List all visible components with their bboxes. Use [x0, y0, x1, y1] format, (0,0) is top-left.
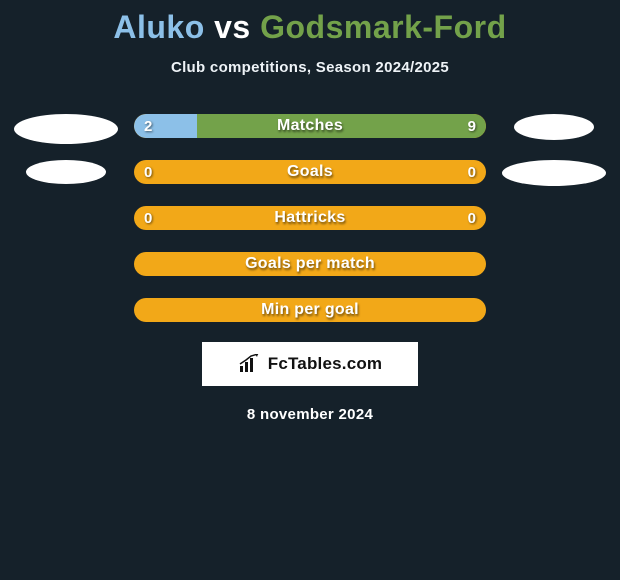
avatar-left [6, 206, 126, 230]
stat-row: Goals per match [6, 252, 614, 276]
date-label: 8 november 2024 [6, 406, 614, 423]
subtitle: Club competitions, Season 2024/2025 [6, 59, 614, 76]
stat-label: Hattricks [134, 206, 486, 230]
vs-label: vs [214, 9, 251, 45]
stat-bar: 00Goals [134, 160, 486, 184]
stat-bar: Min per goal [134, 298, 486, 322]
stat-row: Min per goal [6, 298, 614, 322]
avatar-right [494, 298, 614, 322]
avatar-right [494, 114, 614, 138]
brand-box[interactable]: FcTables.com [202, 342, 418, 386]
avatar-left [6, 160, 126, 184]
stat-label: Matches [134, 114, 486, 138]
player2-name: Godsmark-Ford [260, 9, 507, 45]
stat-bar: Goals per match [134, 252, 486, 276]
stat-bar: 00Hattricks [134, 206, 486, 230]
brand-chart-icon [238, 354, 262, 374]
player1-name: Aluko [113, 9, 204, 45]
stat-row: 00Goals [6, 160, 614, 184]
avatar-right [494, 252, 614, 276]
stat-label: Goals per match [134, 252, 486, 276]
comparison-card: Aluko vs Godsmark-Ford Club competitions… [0, 0, 620, 423]
stat-label: Min per goal [134, 298, 486, 322]
avatar-right [494, 206, 614, 230]
avatar-left [6, 298, 126, 322]
stat-row: 00Hattricks [6, 206, 614, 230]
avatar-left [6, 252, 126, 276]
page-title: Aluko vs Godsmark-Ford [6, 10, 614, 45]
stat-bar: 29Matches [134, 114, 486, 138]
avatar-left [6, 114, 126, 138]
brand-text: FcTables.com [268, 354, 383, 374]
stat-label: Goals [134, 160, 486, 184]
avatar-right [494, 160, 614, 184]
stat-row: 29Matches [6, 114, 614, 138]
stat-rows: 29Matches 00Goals 00Hattricks Goals per mat… [6, 114, 614, 322]
